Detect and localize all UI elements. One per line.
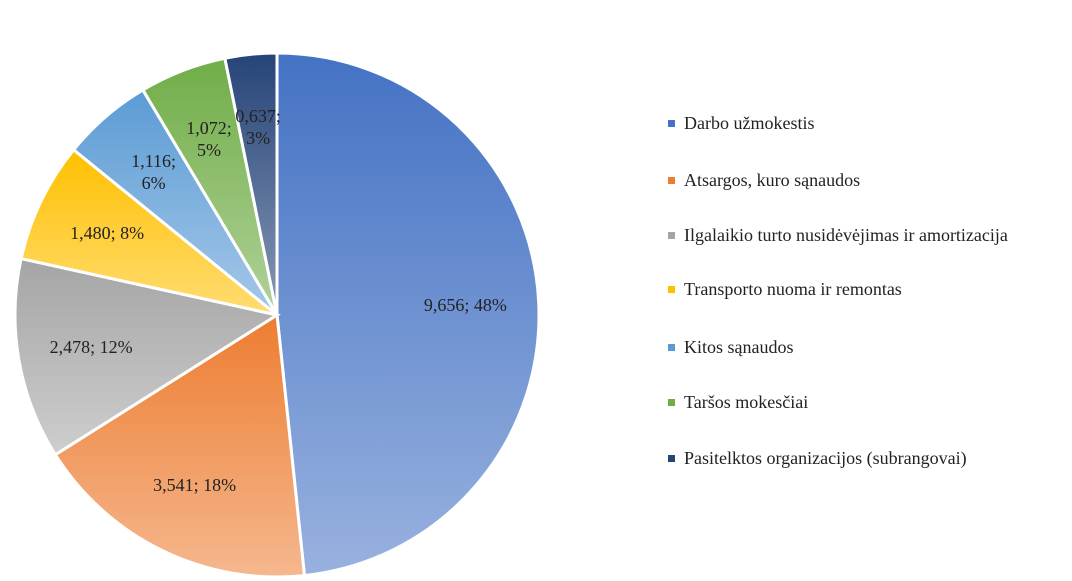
pie-slice [223, 51, 279, 316]
legend-swatch [668, 177, 675, 184]
legend-swatch [668, 120, 675, 127]
pie-slice [53, 312, 307, 579]
legend-entry: Darbo užmokestis [668, 112, 1034, 134]
legend-swatch [668, 286, 675, 293]
legend-swatch [668, 344, 675, 351]
legend-entry: Kitos sąnaudos [668, 336, 1034, 358]
pie-slice [13, 256, 281, 457]
data-label: 1,116; 6% [131, 151, 177, 194]
legend-entry: Taršos mokesčiai [668, 391, 1034, 413]
data-label: 2,478; 12% [49, 337, 133, 358]
data-label: 9,656; 48% [423, 295, 507, 316]
legend-swatch [668, 232, 675, 239]
legend-entry: Atsargos, kuro sąnaudos [668, 169, 1034, 191]
legend-label: Pasitelktos organizacijos (subrangovai) [684, 448, 967, 468]
data-label: 3,541; 18% [153, 474, 237, 495]
legend-entry: Pasitelktos organizacijos (subrangovai) [668, 447, 1034, 469]
legend-label: Darbo užmokestis [684, 113, 815, 133]
data-label: 1,480; 8% [70, 222, 145, 243]
data-label: 1,072; 5% [186, 118, 232, 161]
legend-swatch [668, 399, 675, 406]
legend-label: Ilgalaikio turto nusidėvėjimas ir amorti… [684, 225, 1008, 245]
legend-entry: Ilgalaikio turto nusidėvėjimas ir amorti… [668, 224, 1034, 246]
pie-slice [19, 147, 278, 317]
data-label: 0,637; 3% [235, 106, 281, 149]
legend-entry: Transporto nuoma ir remontas [668, 278, 1034, 300]
legend-label: Kitos sąnaudos [684, 337, 794, 357]
pie-slice [275, 51, 541, 578]
legend-label: Atsargos, kuro sąnaudos [684, 170, 861, 190]
legend-label: Transporto nuoma ir remontas [684, 279, 902, 299]
legend-swatch [668, 455, 675, 462]
legend-label: Taršos mokesčiai [684, 392, 809, 412]
